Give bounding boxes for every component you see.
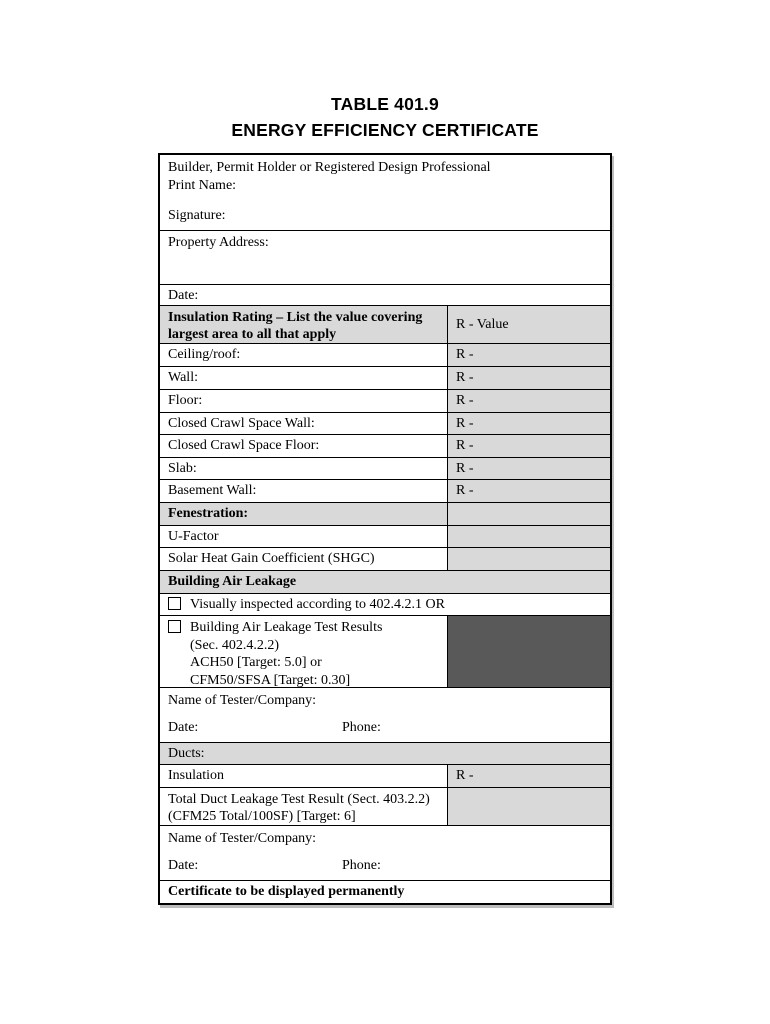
u-factor-label: U-Factor xyxy=(168,529,219,544)
insulation-rating-header-row: Insulation Rating – List the value cover… xyxy=(160,305,610,343)
tester1-name-label: Name of Tester/Company: xyxy=(168,693,317,708)
visual-inspection-checkbox[interactable] xyxy=(168,597,181,610)
title-line-2: ENERGY EFFICIENCY CERTIFICATE xyxy=(231,120,539,140)
table-row-basement-wall: Basement Wall: R - xyxy=(160,479,610,502)
builder-cell: Builder, Permit Holder or Registered Des… xyxy=(160,155,610,230)
property-address-label: Property Address: xyxy=(168,235,269,250)
table-row-floor: Floor: R - xyxy=(160,389,610,412)
crawl-wall-label: Closed Crawl Space Wall: xyxy=(168,416,315,431)
insulation-rating-header: Insulation Rating – List the value cover… xyxy=(160,306,447,343)
visual-inspection-cell: Visually inspected according to 402.4.2.… xyxy=(160,594,610,615)
basement-wall-label: Basement Wall: xyxy=(168,483,257,498)
duct-leakage-line2: (CFM25 Total/100SF) [Target: 6] xyxy=(168,809,356,824)
duct-insulation-label: Insulation xyxy=(168,768,224,783)
fenestration-header: Fenestration: xyxy=(160,503,447,525)
air-leakage-header: Building Air Leakage xyxy=(160,571,610,593)
tester1-cell: Name of Tester/Company: Date: Phone: xyxy=(160,688,610,742)
tester2-phone-label: Phone: xyxy=(342,858,381,873)
table-row-slab: Slab: R - xyxy=(160,457,610,479)
builder-label: Builder, Permit Holder or Registered Des… xyxy=(168,160,491,175)
tester2-cell: Name of Tester/Company: Date: Phone: xyxy=(160,826,610,880)
crawl-floor-label: Closed Crawl Space Floor: xyxy=(168,438,320,453)
signature-label: Signature: xyxy=(168,208,226,223)
shgc-label: Solar Heat Gain Coefficient (SHGC) xyxy=(168,551,375,566)
table-row-ceiling-roof: Ceiling/roof: R - xyxy=(160,343,610,366)
air-leakage-header-row: Building Air Leakage xyxy=(160,570,610,593)
u-factor-value xyxy=(447,526,610,547)
tester1-phone-label: Phone: xyxy=(342,720,381,735)
wall-value: R - xyxy=(447,367,610,389)
air-leakage-test-label: Building Air Leakage Test Results xyxy=(190,620,383,635)
visual-inspection-label: Visually inspected according to 402.4.2.… xyxy=(190,597,446,612)
table-row-crawl-wall: Closed Crawl Space Wall: R - xyxy=(160,412,610,434)
crawl-floor-value: R - xyxy=(447,435,610,457)
air-leakage-test-checkbox[interactable] xyxy=(168,620,181,633)
slab-value: R - xyxy=(447,458,610,479)
duct-insulation-value: R - xyxy=(447,765,610,787)
certificate-table: Builder, Permit Holder or Registered Des… xyxy=(158,153,612,905)
table-row-wall: Wall: R - xyxy=(160,366,610,389)
footer-note: Certificate to be displayed permanently xyxy=(168,884,405,899)
floor-label: Floor: xyxy=(168,393,203,408)
air-leakage-test-row: Building Air Leakage Test Results (Sec. … xyxy=(160,615,610,687)
r-value-header: R - Value xyxy=(447,306,610,343)
table-row-u-factor: U-Factor xyxy=(160,525,610,547)
wall-label: Wall: xyxy=(168,370,198,385)
ceiling-roof-label: Ceiling/roof: xyxy=(168,347,241,362)
tester2-date-label: Date: xyxy=(168,858,199,873)
blocked-cell xyxy=(447,616,610,687)
fenestration-header-row: Fenestration: xyxy=(160,502,610,525)
basement-wall-value: R - xyxy=(447,480,610,502)
builder-row: Builder, Permit Holder or Registered Des… xyxy=(160,155,610,230)
date-row: Date: xyxy=(160,284,610,305)
tester2-row: Name of Tester/Company: Date: Phone: xyxy=(160,825,610,880)
air-leakage-test-cell: Building Air Leakage Test Results (Sec. … xyxy=(160,616,447,687)
property-address-row: Property Address: xyxy=(160,230,610,284)
visual-inspection-row: Visually inspected according to 402.4.2.… xyxy=(160,593,610,615)
duct-leakage-value xyxy=(447,788,610,825)
ceiling-roof-value: R - xyxy=(447,344,610,366)
ach50-target: ACH50 [Target: 5.0] or xyxy=(190,655,322,670)
date-label: Date: xyxy=(168,288,199,303)
fenestration-header-value xyxy=(447,503,610,525)
floor-value: R - xyxy=(447,390,610,412)
document-title: TABLE 401.9 ENERGY EFFICIENCY CERTIFICAT… xyxy=(0,91,770,143)
shgc-value xyxy=(447,548,610,570)
footer-row: Certificate to be displayed permanently xyxy=(160,880,610,903)
ducts-header-row: Ducts: xyxy=(160,742,610,764)
duct-insulation-row: Insulation R - xyxy=(160,764,610,787)
tester1-row: Name of Tester/Company: Date: Phone: xyxy=(160,687,610,742)
table-row-shgc: Solar Heat Gain Coefficient (SHGC) xyxy=(160,547,610,570)
print-name-label: Print Name: xyxy=(168,178,237,193)
duct-leakage-cell: Total Duct Leakage Test Result (Sect. 40… xyxy=(160,788,447,825)
duct-leakage-row: Total Duct Leakage Test Result (Sect. 40… xyxy=(160,787,610,825)
cfm50-target: CFM50/SFSA [Target: 0.30] xyxy=(190,672,351,688)
crawl-wall-value: R - xyxy=(447,413,610,434)
slab-label: Slab: xyxy=(168,461,197,476)
tester1-date-label: Date: xyxy=(168,720,199,735)
tester2-name-label: Name of Tester/Company: xyxy=(168,831,317,846)
ducts-header: Ducts: xyxy=(160,743,610,764)
table-row-crawl-floor: Closed Crawl Space Floor: R - xyxy=(160,434,610,457)
air-leakage-test-section: (Sec. 402.4.2.2) xyxy=(190,637,280,653)
title-line-1: TABLE 401.9 xyxy=(331,94,439,114)
duct-leakage-line1: Total Duct Leakage Test Result (Sect. 40… xyxy=(168,792,430,807)
